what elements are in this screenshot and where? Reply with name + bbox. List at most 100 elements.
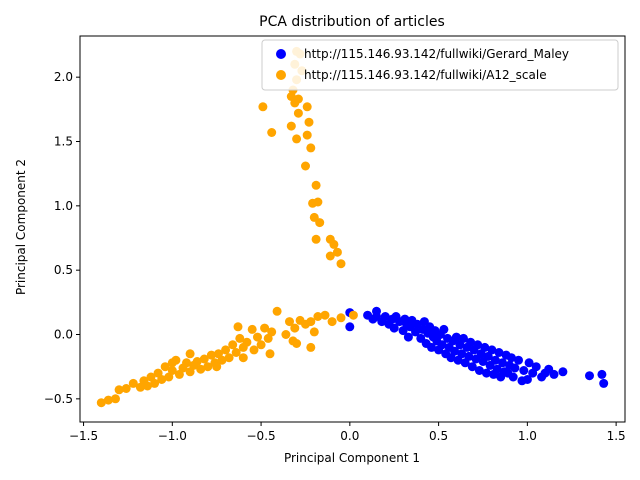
- point-s1-8: [290, 98, 300, 108]
- point-s1-81: [121, 384, 131, 393]
- point-s1-68: [174, 369, 184, 379]
- point-s1-26: [329, 239, 339, 249]
- point-s0-41: [451, 332, 461, 342]
- point-s1-87: [247, 324, 257, 334]
- x-tick-label-4: 0.5: [429, 429, 448, 443]
- point-s0-63: [490, 355, 500, 365]
- point-s0-34: [439, 324, 449, 334]
- point-s1-19: [311, 180, 321, 190]
- point-s1-21: [313, 197, 323, 207]
- point-s1-29: [336, 259, 346, 269]
- point-s1-18: [301, 161, 310, 171]
- point-s1-38: [309, 327, 319, 337]
- point-s0-88: [597, 369, 607, 379]
- x-tick-label-1: −1.0: [158, 429, 187, 443]
- point-s1-44: [260, 323, 270, 333]
- point-s0-1: [345, 322, 355, 332]
- point-s0-86: [558, 367, 568, 377]
- x-axis-title: Principal Component 1: [284, 451, 420, 465]
- point-s1-80: [128, 378, 138, 388]
- point-s0-40: [450, 346, 460, 356]
- point-s1-33: [320, 310, 330, 320]
- point-s1-61: [199, 354, 209, 364]
- point-s0-33: [437, 340, 447, 350]
- legend-label-gerard-maley: http://115.146.93.142/fullwiki/Gerard_Ma…: [304, 47, 569, 61]
- point-s1-46: [253, 332, 262, 342]
- point-s1-72: [160, 362, 170, 372]
- point-s1-62: [196, 364, 206, 374]
- point-s1-86: [233, 322, 243, 332]
- point-s0-72: [506, 353, 516, 363]
- legend: http://115.146.93.142/fullwiki/Gerard_Ma…: [261, 39, 619, 91]
- point-s0-27: [427, 342, 436, 352]
- point-s1-48: [265, 349, 275, 359]
- y-axis-title: Principal Component 2: [14, 159, 28, 295]
- point-s0-16: [403, 332, 413, 342]
- point-s1-37: [301, 319, 310, 329]
- point-s1-45: [256, 340, 266, 350]
- point-s0-61: [487, 345, 497, 355]
- chart-title: PCA distribution of articles: [259, 14, 445, 30]
- point-s1-16: [292, 134, 302, 144]
- point-s1-11: [293, 108, 303, 118]
- point-s1-54: [224, 353, 234, 363]
- point-s1-83: [111, 394, 120, 404]
- y-tick-label-0: −0.5: [44, 392, 73, 406]
- point-s1-89: [167, 358, 177, 368]
- point-s0-79: [524, 358, 534, 368]
- point-s1-36: [290, 323, 300, 333]
- point-s1-10: [258, 102, 268, 112]
- point-s0-10: [389, 323, 399, 333]
- point-s1-28: [325, 251, 335, 261]
- point-s0-19: [411, 327, 420, 337]
- x-tick-label-0: −1.5: [69, 429, 98, 443]
- point-s1-88: [185, 349, 195, 359]
- point-s1-53: [228, 340, 238, 350]
- point-s1-13: [286, 121, 296, 131]
- y-tick-label-5: 2.0: [54, 70, 73, 84]
- point-s0-7: [380, 312, 390, 321]
- point-s0-57: [480, 342, 490, 352]
- point-s1-57: [214, 349, 223, 359]
- point-s1-12: [304, 117, 314, 127]
- x-tick-label-6: 1.5: [607, 429, 626, 443]
- point-s0-65: [494, 348, 504, 357]
- point-s1-32: [313, 312, 323, 321]
- point-s1-74: [153, 368, 163, 378]
- point-s1-9: [302, 102, 312, 112]
- point-s0-77: [519, 366, 529, 375]
- point-s0-58: [482, 368, 491, 378]
- y-tick-label-1: 0.0: [54, 328, 73, 342]
- point-s1-65: [185, 367, 195, 377]
- y-tick-label-3: 1.0: [54, 199, 73, 213]
- point-s1-30: [272, 306, 282, 316]
- point-s0-74: [510, 363, 520, 373]
- point-s0-78: [522, 375, 532, 384]
- point-s0-87: [585, 371, 594, 381]
- point-s1-52: [231, 348, 241, 357]
- points-layer: [96, 46, 609, 408]
- point-s1-27: [332, 247, 342, 257]
- point-s1-43: [263, 333, 273, 343]
- point-s0-75: [514, 355, 523, 365]
- y-tick-label-4: 1.5: [54, 135, 73, 149]
- point-s0-44: [457, 349, 467, 359]
- point-s0-54: [474, 366, 484, 375]
- x-tick-label-5: 1.0: [518, 429, 537, 443]
- point-s1-76: [146, 372, 156, 382]
- point-s1-79: [135, 382, 145, 392]
- point-s1-41: [306, 342, 316, 352]
- point-s1-17: [306, 143, 316, 153]
- point-s1-92: [348, 310, 358, 320]
- point-s1-15: [302, 130, 312, 140]
- point-s1-84: [103, 395, 113, 405]
- point-s0-64: [492, 364, 502, 374]
- point-s1-55: [221, 345, 231, 355]
- point-s0-50: [467, 362, 477, 372]
- point-s0-67: [498, 358, 507, 368]
- plot-area-frame: [79, 35, 626, 423]
- point-s0-5: [372, 306, 381, 316]
- point-s0-48: [464, 351, 474, 361]
- point-s1-82: [114, 385, 124, 395]
